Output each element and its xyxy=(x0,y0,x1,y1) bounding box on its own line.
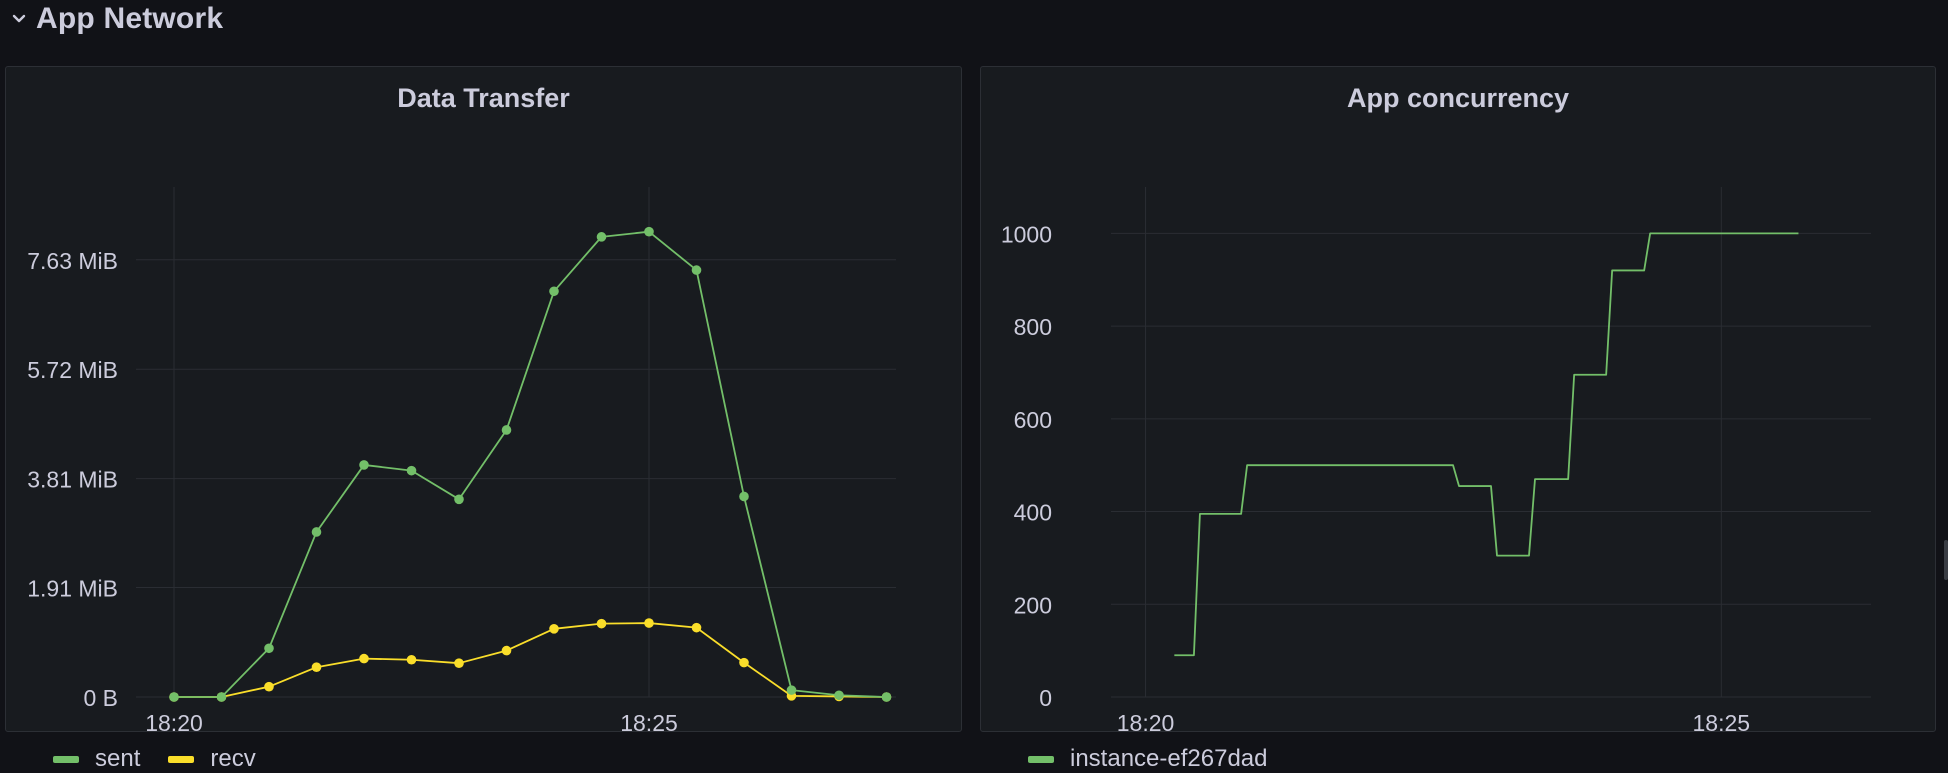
legend-label: instance-ef267dad xyxy=(1070,745,1268,772)
data-point-recv xyxy=(739,657,749,668)
y-tick-label: 800 xyxy=(1014,314,1052,340)
data-point-recv xyxy=(454,658,464,668)
x-tick-label: 18:20 xyxy=(145,710,203,733)
x-tick-label: 18:25 xyxy=(1693,710,1751,733)
series-line-instance-ef267dad xyxy=(1174,232,1799,657)
data-point-recv xyxy=(644,618,654,628)
data-point-sent xyxy=(644,226,654,237)
data-point-recv xyxy=(406,654,417,665)
resize-handle[interactable] xyxy=(1944,540,1948,580)
data-point-sent xyxy=(406,465,417,476)
data-point-recv xyxy=(596,618,607,629)
series-line-sent xyxy=(174,230,887,698)
y-tick-label: 7.63 MiB xyxy=(27,248,118,274)
y-tick-label: 600 xyxy=(1014,407,1052,433)
data-point-sent xyxy=(691,265,702,275)
legend-swatch xyxy=(168,755,195,763)
legend-swatch xyxy=(53,755,79,763)
data-point-recv xyxy=(311,662,322,673)
data-point-sent xyxy=(359,460,369,470)
data-point-sent xyxy=(501,425,512,435)
y-tick-label: 5.72 MiB xyxy=(27,357,118,383)
data-point-sent xyxy=(739,491,749,502)
x-tick-label: 18:20 xyxy=(1117,710,1175,733)
y-tick-label: 1000 xyxy=(1001,221,1052,247)
data-point-recv xyxy=(691,622,702,633)
row-title: App Network xyxy=(36,2,224,35)
data-point-sent xyxy=(596,232,607,242)
y-tick-label: 1.91 MiB xyxy=(27,576,118,602)
chevron-down-icon xyxy=(12,14,26,23)
panel-data-transfer: Data Transfer 0 B 1.91 MiB 3.81 MiB 5.72 Mi… xyxy=(5,66,962,772)
legend-item-sent[interactable]: sent xyxy=(53,745,140,773)
data-point-sent xyxy=(786,685,797,695)
x-tick-label: 18:25 xyxy=(620,710,678,733)
legend-label: sent xyxy=(95,745,141,772)
data-point-recv xyxy=(549,624,559,634)
data-point-sent xyxy=(881,692,892,702)
panel-title[interactable]: App concurrency xyxy=(1346,83,1570,113)
y-tick-label: 3.81 MiB xyxy=(27,467,118,493)
data-point-sent xyxy=(311,527,322,537)
data-point-recv xyxy=(501,645,512,656)
legend: instance-ef267dad xyxy=(1028,745,1267,773)
legend-label: recv xyxy=(210,745,256,772)
y-tick-label: 0 xyxy=(1039,685,1052,711)
panel-app-concurrency: App concurrency 0 200 400 600 800 1000 18:20 18… xyxy=(980,66,1936,772)
y-tick-label: 400 xyxy=(1014,500,1052,526)
legend: sent recv xyxy=(53,745,256,773)
y-tick-label: 200 xyxy=(1014,592,1052,618)
y-tick-label: 0 B xyxy=(83,685,118,711)
data-point-recv xyxy=(264,681,274,692)
data-point-sent xyxy=(169,692,179,702)
legend-item-instance-ef267dad[interactable]: instance-ef267dad xyxy=(1028,745,1267,773)
data-point-sent xyxy=(549,286,559,297)
data-point-sent xyxy=(834,690,844,701)
row-header[interactable]: App Network xyxy=(10,0,223,38)
app-concurrency-plot: 0 200 400 600 800 1000 18:20 18:25 xyxy=(1001,187,1871,733)
legend-item-recv[interactable]: recv xyxy=(168,745,256,773)
data-point-sent xyxy=(264,643,274,654)
legend-swatch xyxy=(1028,755,1054,763)
data-point-sent xyxy=(454,494,464,505)
data-transfer-plot: 0 B 1.91 MiB 3.81 MiB 5.72 MiB 7.63 MiB 18:20… xyxy=(27,187,896,733)
data-point-recv xyxy=(359,653,369,664)
series-line-recv xyxy=(174,622,887,698)
panel-title[interactable]: Data Transfer xyxy=(397,83,570,113)
data-point-sent xyxy=(216,692,227,702)
